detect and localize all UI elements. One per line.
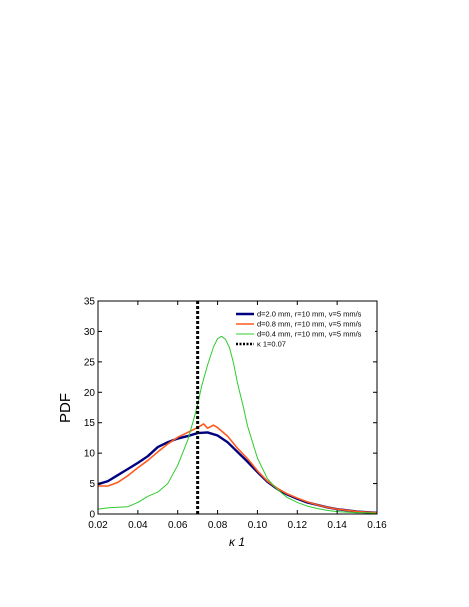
series-line-2 — [98, 423, 377, 514]
legend-box — [234, 307, 375, 353]
series-line-3 — [98, 335, 377, 514]
x-tick-label: 0.14 — [327, 520, 347, 531]
x-tick-label: 0.02 — [88, 520, 108, 531]
x-tick-label: 0.10 — [248, 520, 268, 531]
x-axis-title: κ 1 — [229, 535, 245, 549]
legend: d=2.0 mm, r=10 mm, v=5 mm/sd=0.8 mm, r=1… — [234, 307, 375, 353]
y-tick-label: 5 — [89, 479, 95, 490]
y-tick-label: 20 — [84, 388, 96, 399]
y-axis-title: PDF — [57, 393, 74, 423]
y-tick-label: 10 — [84, 449, 96, 460]
legend-label-2: d=0.8 mm, r=10 mm, v=5 mm/s — [257, 320, 362, 329]
y-tick-label: 0 — [89, 510, 95, 521]
legend-label-3: d=0.4 mm, r=10 mm, v=5 mm/s — [257, 330, 362, 339]
plot-area — [98, 301, 377, 514]
y-tick-label: 25 — [84, 357, 96, 368]
y-tick-label: 30 — [84, 327, 96, 338]
x-tick-label: 0.08 — [208, 520, 228, 531]
y-tick-label: 15 — [84, 418, 96, 429]
y-tick-label: 35 — [84, 297, 96, 308]
legend-label-4: κ 1=0.07 — [257, 340, 286, 349]
plot-frame — [97, 300, 378, 515]
x-tick-label: 0.06 — [168, 520, 188, 531]
x-tick-label: 0.12 — [288, 520, 308, 531]
x-tick-label: 0.16 — [367, 520, 387, 531]
x-tick-label: 0.04 — [128, 520, 148, 531]
legend-label-1: d=2.0 mm, r=10 mm, v=5 mm/s — [257, 310, 362, 319]
axes: 0.02 0.04 0.06 0.08 0.10 0.12 0.14 0.16 0 5 10 15 20… — [84, 297, 387, 532]
